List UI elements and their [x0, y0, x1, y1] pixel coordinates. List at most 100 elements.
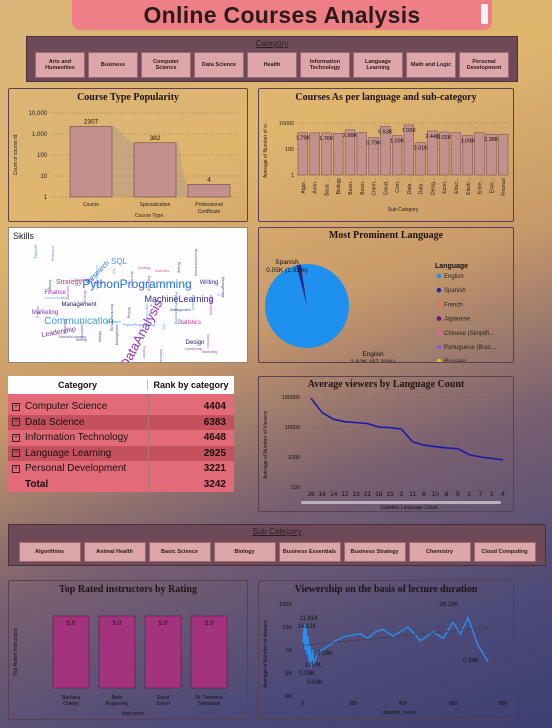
x-tick-label: Electr...	[466, 178, 472, 195]
subcategory-chip-biology[interactable]: Biology	[213, 542, 276, 562]
skill-word-small: Design	[48, 280, 52, 291]
table-row[interactable]: + Data Science 6383	[8, 414, 234, 430]
x-tick-label: 21	[364, 491, 372, 498]
expand-plus-icon[interactable]: +	[12, 464, 20, 473]
category-chip-math-and-logic[interactable]: Math and Logic	[406, 52, 456, 78]
bar-dr-terrence-sejnowski	[190, 615, 228, 689]
table-header-rank[interactable]: Rank by category	[153, 380, 229, 390]
skill-word-small: MachineLearning	[194, 249, 198, 276]
table-cell-rank: 2925	[203, 447, 226, 459]
subcategory-chip-animal-health[interactable]: Animal Health	[83, 542, 146, 562]
skill-word-small: Writing	[76, 338, 87, 342]
y-tick-label: 1	[291, 173, 294, 179]
pie-legend-title: Language	[435, 263, 468, 270]
category-chip-health[interactable]: Health	[247, 52, 297, 78]
x-tick-label: 18	[375, 491, 383, 498]
subcategory-chip-basic-science[interactable]: Basic Science	[148, 542, 211, 562]
table-row[interactable]: + Language Learning 2925	[8, 445, 234, 461]
subcategory-chart: 1 100 10000 Average of Number of vi... 1.79K…	[263, 120, 509, 213]
viewership-line-series	[302, 615, 489, 669]
subcategory-chip-business-strategy[interactable]: Business Strategy	[343, 542, 406, 562]
pie-slice-chinese-simplifi	[301, 264, 307, 306]
viewers-language-title: Average viewers by Language Count	[307, 379, 465, 390]
category-chip-data-science[interactable]: Data Science	[194, 52, 244, 78]
table-cell-category-text: Information Technology	[25, 432, 129, 444]
skill-word-small: MachineLearning	[110, 304, 114, 331]
bar-envir	[486, 133, 497, 176]
skill-word-small: Communication	[145, 303, 149, 327]
skill-word-small: MachineLearning	[59, 335, 86, 339]
x-tick-label: Chem...	[372, 178, 378, 196]
y-axis-label: Average of Number of viewers	[263, 620, 269, 688]
x-tick-label: 14	[330, 491, 338, 498]
table-cell-category: + Language Learning	[8, 448, 144, 459]
category-chip-computer-science[interactable]: Computer Science	[141, 52, 191, 78]
y-tick-label: 0K	[285, 671, 292, 677]
title-scrollbar[interactable]	[481, 4, 488, 24]
skill-word-small: SQL	[162, 323, 166, 330]
subcategory-panel: Courses As per language and sub-category…	[258, 88, 514, 222]
x-tick-label: Desig...	[430, 178, 436, 195]
bar-algor	[297, 132, 309, 176]
skill-word-small: Strategy	[83, 290, 87, 303]
skill-word-small: Finance	[36, 305, 40, 318]
course-type-title: Course Type Popularity	[77, 92, 179, 103]
skill-word-small: Finance	[91, 281, 104, 285]
table-header-category[interactable]: Category	[8, 380, 148, 390]
subcategory-chip-algorithms[interactable]: Algorithms	[18, 542, 81, 562]
x-tick-label: Data ...	[407, 178, 413, 194]
expand-plus-icon[interactable]: +	[12, 418, 20, 427]
skill-word-design: Design	[186, 340, 205, 346]
bar-barbara-oakley	[52, 615, 90, 689]
pie-slice-portuguese-braz	[301, 264, 307, 306]
bar-busin	[344, 129, 356, 176]
bar-electr	[462, 135, 473, 176]
trend-line	[302, 626, 494, 646]
x-axis-label: Course Type	[135, 213, 163, 219]
bar-data	[403, 124, 415, 176]
page-title: Online Courses Analysis	[143, 1, 421, 28]
skill-word-small: Communication	[95, 265, 99, 289]
expand-plus-icon[interactable]: +	[12, 433, 20, 442]
x-tick-label: 600	[449, 701, 458, 707]
data-label: 1.38K	[484, 137, 499, 143]
expand-plus-icon[interactable]: +	[12, 402, 20, 411]
skill-word-management: Management	[61, 302, 96, 308]
x-tick-label: 800	[499, 701, 508, 707]
category-chip-information-technology[interactable]: Information Technology	[300, 52, 350, 78]
table-row[interactable]: + Information Technology 4648	[8, 430, 234, 446]
subcategory-slicer: Sub-Category Algorithms Animal Health Basi…	[8, 524, 546, 566]
category-chip-personal-development[interactable]: Personal Development	[459, 52, 509, 78]
y-tick-label: 10000	[279, 121, 294, 127]
x-tick-label: 9	[456, 491, 460, 498]
bar-course	[69, 126, 113, 198]
pie-label-spanish-value: 0.05K (1.93%)	[266, 267, 308, 274]
table-total-label: Total	[25, 478, 49, 490]
table-row[interactable]: + Computer Science 4404	[8, 399, 234, 415]
expand-plus-icon[interactable]: +	[12, 449, 20, 458]
x-tick-label: 4	[501, 491, 505, 498]
skill-word-small: SQL	[112, 268, 116, 275]
annotation-label: 0.07K	[305, 663, 321, 669]
data-label: 0.31K	[413, 146, 428, 152]
skill-word-small: DataAnalysis	[209, 294, 213, 315]
x-tick-label: David	[157, 695, 170, 701]
subcategory-chip-cloud-computing[interactable]: Cloud Computing	[473, 542, 536, 562]
bar-econ	[439, 131, 450, 176]
category-chip-arts-and-humanities[interactable]: Arts and Humanities	[35, 52, 85, 78]
subcategory-chip-chemistry[interactable]: Chemistry	[408, 542, 471, 562]
y-tick-label: 100K	[279, 602, 292, 608]
x-tick-label: 10	[432, 491, 440, 498]
category-chip-language-learning[interactable]: Language Learning	[353, 52, 403, 78]
category-chip-row: Arts and Humanities Business Computer Scie…	[27, 52, 517, 78]
table-row[interactable]: + Personal Development 3221	[8, 461, 234, 477]
y-axis-label: Count of course Id	[13, 134, 19, 175]
pie-slice-russian	[301, 264, 307, 306]
legend-label-chinese-simplifi: Chinese (Simplifi...	[444, 331, 494, 337]
skill-word-small: Marketing	[63, 319, 67, 334]
subcategory-chip-business-essentials[interactable]: Business Essentials	[278, 542, 341, 562]
data-label: 1.76K	[319, 136, 334, 142]
category-chip-business[interactable]: Business	[88, 52, 138, 78]
skill-word-writing: Writing	[200, 280, 219, 286]
y-axis-label: Top Rated Instructors	[13, 628, 19, 676]
